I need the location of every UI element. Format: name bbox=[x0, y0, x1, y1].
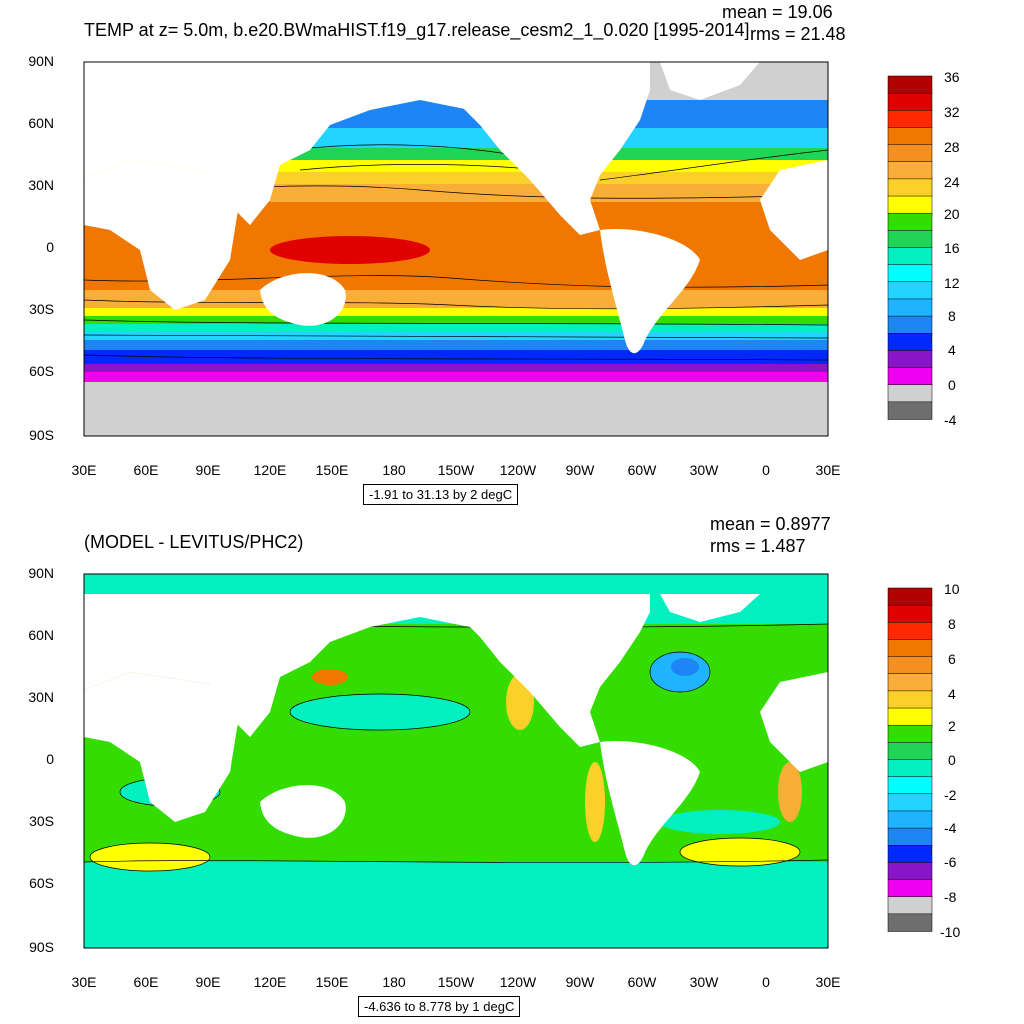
colorbar-label: -8 bbox=[944, 889, 957, 905]
lon-label: 90E bbox=[195, 974, 221, 990]
colorbar-label: 16 bbox=[944, 240, 960, 256]
lon-label: 180 bbox=[382, 974, 406, 990]
colorbar-label: 20 bbox=[944, 206, 960, 222]
range-box: -1.91 to 31.13 by 2 degC bbox=[363, 484, 519, 505]
panel-title: (MODEL - LEVITUS/PHC2) bbox=[84, 532, 304, 552]
colorbar-label: 24 bbox=[944, 174, 960, 190]
lon-label: 180 bbox=[382, 462, 406, 478]
colorbar-label: 8 bbox=[948, 616, 956, 632]
lon-label: 30E bbox=[815, 974, 841, 990]
colorbar-label: 4 bbox=[948, 686, 956, 702]
colorbar-label: -6 bbox=[944, 854, 957, 870]
lat-label: 60N bbox=[28, 115, 54, 131]
colorbar-label: 6 bbox=[948, 651, 956, 667]
lat-label: 60S bbox=[29, 875, 54, 891]
lat-label: 0 bbox=[46, 239, 54, 255]
colorbar-label: 2 bbox=[948, 718, 956, 734]
colorbar-label: -4 bbox=[944, 412, 957, 428]
lon-label: 60E bbox=[133, 974, 159, 990]
colorbar-label: 10 bbox=[944, 581, 960, 597]
lat-label: 60N bbox=[28, 627, 54, 643]
lon-label: 120W bbox=[499, 974, 537, 990]
colorbar-label: 4 bbox=[948, 342, 956, 358]
lon-label: 60W bbox=[627, 462, 657, 478]
colorbar-label: -2 bbox=[944, 787, 957, 803]
lon-label: 90E bbox=[195, 462, 221, 478]
lon-label: 60W bbox=[627, 974, 657, 990]
lat-label: 90S bbox=[29, 939, 54, 955]
mean-stat: mean = 19.06 bbox=[722, 2, 833, 22]
lon-label: 30E bbox=[71, 462, 97, 478]
map-temp-field bbox=[84, 62, 828, 436]
lat-label: 0 bbox=[46, 751, 54, 767]
lon-label: 150E bbox=[315, 462, 349, 478]
lon-label: 30W bbox=[689, 974, 719, 990]
map-temp-svg bbox=[83, 61, 829, 437]
colorbar-label: 36 bbox=[944, 69, 960, 85]
lat-label: 30S bbox=[29, 301, 54, 317]
lon-label: 150W bbox=[437, 974, 475, 990]
colorbar-label: 32 bbox=[944, 104, 960, 120]
colorbar-label: 12 bbox=[944, 275, 960, 291]
lon-label: 0 bbox=[762, 462, 770, 478]
range-box: -4.636 to 8.778 by 1 degC bbox=[358, 996, 521, 1017]
lon-label: 120E bbox=[253, 462, 287, 478]
colorbar-label: -10 bbox=[940, 924, 961, 940]
lat-label: 90S bbox=[29, 427, 54, 443]
panel-title: TEMP at z= 5.0m, b.e20.BWmaHIST.f19_g17.… bbox=[84, 20, 750, 40]
panel-diff: (MODEL - LEVITUS/PHC2) mean = 0.8977 rms… bbox=[0, 512, 1024, 1024]
mean-stat: mean = 0.8977 bbox=[710, 514, 831, 534]
lon-label: 120E bbox=[253, 974, 287, 990]
lon-label: 30E bbox=[815, 462, 841, 478]
rms-stat: rms = 21.48 bbox=[750, 24, 846, 44]
landmasses bbox=[84, 62, 828, 354]
lon-label: 90W bbox=[565, 974, 595, 990]
lon-label: 120W bbox=[499, 462, 537, 478]
lon-label: 30E bbox=[71, 974, 97, 990]
colorbar-label: -4 bbox=[944, 820, 957, 836]
lon-label: 60E bbox=[133, 462, 159, 478]
lon-label: 150W bbox=[437, 462, 475, 478]
map-diff-field bbox=[84, 574, 828, 948]
panel-temp: TEMP at z= 5.0m, b.e20.BWmaHIST.f19_g17.… bbox=[28, 2, 960, 505]
lat-label: 30N bbox=[28, 689, 54, 705]
lon-label: 90W bbox=[565, 462, 595, 478]
rms-stat: rms = 1.487 bbox=[710, 536, 806, 556]
lat-label: 90N bbox=[28, 565, 54, 581]
landmasses bbox=[84, 594, 828, 866]
lon-label: 0 bbox=[762, 974, 770, 990]
colorbar-label: 8 bbox=[948, 308, 956, 324]
lon-label: 30W bbox=[689, 462, 719, 478]
lat-label: 30S bbox=[29, 813, 54, 829]
lat-label: 60S bbox=[29, 363, 54, 379]
colorbar-label: 0 bbox=[948, 752, 956, 768]
map-diff-svg bbox=[83, 573, 829, 949]
lat-label: 30N bbox=[28, 177, 54, 193]
lon-label: 150E bbox=[315, 974, 349, 990]
lat-label: 90N bbox=[28, 53, 54, 69]
colorbar-label: 0 bbox=[948, 377, 956, 393]
colorbar-label: 28 bbox=[944, 139, 960, 155]
